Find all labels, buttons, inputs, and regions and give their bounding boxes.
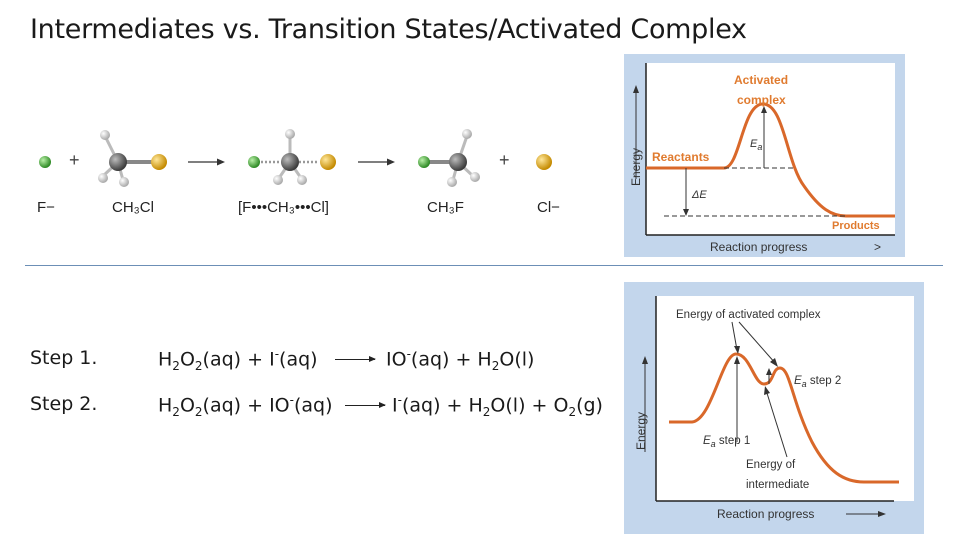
activated-label-line2: complex	[737, 93, 786, 107]
chloride-atom	[536, 154, 552, 170]
svg-text:>: >	[874, 240, 881, 254]
step-2-products: I-(aq) + H2O(l) + O2(g)	[392, 393, 603, 420]
delta-e-label: ΔE	[691, 189, 707, 201]
reactants-label: Reactants	[652, 150, 710, 164]
top-y-axis-label: Energy	[629, 148, 643, 186]
step-1-row: Step 1. H2O2(aq) + I-(aq) IO-(aq) + H2O(…	[30, 347, 600, 373]
step-2-arrow	[345, 402, 386, 408]
label-ch3cl: CH₃Cl	[112, 199, 154, 216]
fluoride-atom	[39, 156, 51, 168]
step-1-arrow	[335, 356, 376, 362]
intermediate-label-line1: Energy of	[746, 459, 796, 471]
plus-sign-2: +	[499, 150, 510, 170]
plus-sign-1: +	[69, 150, 80, 170]
label-chloride: Cl−	[537, 199, 560, 216]
intermediate-label-line2: intermediate	[746, 479, 809, 491]
step-1-label: Step 1.	[30, 347, 98, 369]
products-label: Products	[832, 220, 880, 232]
energy-diagram-bottom-panel: Energy Reaction progress Energy of activ…	[624, 282, 924, 534]
page-title: Intermediates vs. Transition States/Acti…	[30, 14, 747, 45]
top-ea-label: Ea	[750, 138, 762, 152]
step-2-label: Step 2.	[30, 393, 98, 415]
bottom-y-axis-label: Energy	[634, 412, 648, 450]
label-fluoride: F−	[37, 199, 55, 216]
complex-energy-label: Energy of activated complex	[676, 309, 821, 321]
step-2-reactants: H2O2(aq) + IO-(aq)	[158, 393, 333, 420]
bottom-x-axis-label: Reaction progress	[717, 507, 814, 521]
step-2-row: Step 2. H2O2(aq) + IO-(aq) I-(aq) + H2O(…	[30, 393, 605, 419]
top-x-axis-label: Reaction progress	[710, 240, 807, 254]
energy-diagram-top: Energy Reaction progress > Activated com…	[629, 63, 895, 254]
ch3cl-molecule	[98, 130, 167, 187]
section-divider	[25, 265, 943, 266]
step-1-reactants: H2O2(aq) + I-(aq)	[158, 347, 318, 374]
step-1-products: IO-(aq) + H2O(l)	[386, 347, 535, 374]
reaction-illustration: + +	[39, 129, 552, 187]
label-transition-state: [F•••CH₃•••Cl]	[238, 199, 329, 216]
ea-step-2-label: Ea step 2	[794, 375, 841, 389]
top-energy-curve	[646, 102, 895, 218]
bottom-energy-curve	[669, 352, 899, 484]
energy-diagram-top-panel: Energy Reaction progress > Activated com…	[624, 54, 905, 257]
energy-diagram-bottom: Energy Reaction progress Energy of activ…	[634, 296, 899, 521]
ch3f-molecule	[418, 129, 480, 187]
label-ch3f: CH₃F	[427, 199, 464, 216]
transition-state-molecule	[248, 129, 336, 185]
activated-label-line1: Activated	[734, 73, 788, 87]
ea-step-1-label: Ea step 1	[703, 435, 750, 449]
